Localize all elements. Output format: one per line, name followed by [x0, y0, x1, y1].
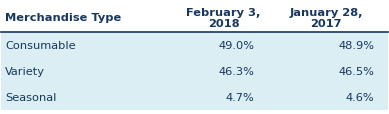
Text: Consumable: Consumable — [5, 40, 76, 50]
Text: 4.6%: 4.6% — [345, 92, 374, 102]
Text: Merchandise Type: Merchandise Type — [5, 13, 121, 23]
Bar — [2, 84, 387, 110]
Text: 48.9%: 48.9% — [338, 40, 374, 50]
Bar — [2, 32, 387, 58]
Text: January 28,
2017: January 28, 2017 — [289, 8, 363, 29]
Text: 4.7%: 4.7% — [226, 92, 254, 102]
Text: February 3,
2018: February 3, 2018 — [186, 8, 261, 29]
Text: 49.0%: 49.0% — [218, 40, 254, 50]
Bar — [2, 58, 387, 84]
Text: Variety: Variety — [5, 66, 45, 76]
Text: 46.5%: 46.5% — [338, 66, 374, 76]
Text: Seasonal: Seasonal — [5, 92, 57, 102]
Text: 46.3%: 46.3% — [219, 66, 254, 76]
